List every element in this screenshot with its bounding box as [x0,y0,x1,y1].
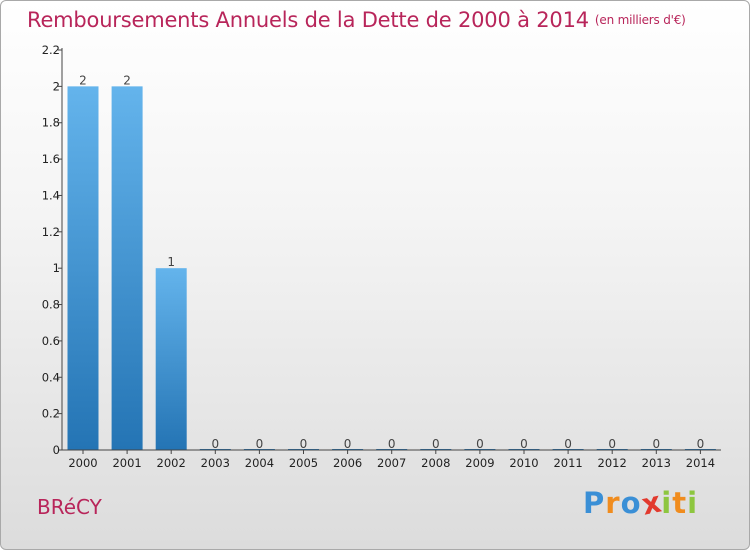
x-tick-label-2011: 2011 [553,456,582,470]
data-label-2005: 0 [300,437,308,451]
y-tick-label-4: 0.8 [42,298,60,312]
x-tick-label-2004: 2004 [245,456,274,470]
data-label-2007: 0 [388,437,396,451]
data-label-2010: 0 [520,437,528,451]
logo-letter-0: P [583,486,606,520]
data-label-2009: 0 [476,437,484,451]
y-tick-label-5: 1 [53,261,60,275]
y-tick-label-6: 1.2 [42,225,60,239]
x-tick-label-2013: 2013 [642,456,671,470]
axes-group [58,48,721,454]
commune-name: BRéCY [37,495,102,519]
unit-note: (en milliers d'€) [594,13,686,27]
data-label-2014: 0 [697,437,705,451]
logo-letter-1: r [605,486,621,520]
x-tick-label-2005: 2005 [289,456,318,470]
chart-title: Remboursements Annuels de la Dette de 20… [27,8,686,32]
data-label-2006: 0 [344,437,352,451]
x-tick-label-2009: 2009 [465,456,494,470]
data-label-2002: 1 [167,255,175,269]
x-tick-label-2003: 2003 [201,456,230,470]
data-label-2012: 0 [608,437,616,451]
y-tick-label-9: 1.8 [42,116,60,130]
bar-2000 [67,86,99,450]
data-label-2011: 0 [564,437,572,451]
y-tick-label-2: 0.4 [42,370,60,384]
data-label-2003: 0 [211,437,219,451]
bar-2001 [111,86,143,450]
x-tick-label-2008: 2008 [421,456,450,470]
data-label-2001: 2 [123,73,131,87]
x-tick-label-2007: 2007 [377,456,406,470]
y-tick-label-3: 0.6 [42,334,60,348]
x-tick-label-2012: 2012 [598,456,627,470]
data-label-2000: 2 [79,73,87,87]
data-label-2013: 0 [652,437,660,451]
y-tick-label-11: 2.2 [42,43,60,57]
logo-letter-5: t [672,486,688,520]
y-tick-label-7: 1.4 [42,188,60,202]
logo-letter-4: i [661,486,673,520]
logo-letter-6: i [687,486,699,520]
data-label-2008: 0 [432,437,440,451]
y-tick-label-1: 0.2 [42,407,60,421]
proxiti-logo: Proxiti [583,484,699,521]
x-tick-label-2001: 2001 [112,456,141,470]
x-tick-label-2006: 2006 [333,456,362,470]
logo-letter-2: o [620,486,642,520]
data-label-2004: 0 [256,437,264,451]
bar-2002 [155,268,187,450]
y-tick-label-10: 2 [53,79,60,93]
chart-title-text: Remboursements Annuels de la Dette de 20… [27,8,589,32]
labels-group: 2200022001120020200302004020050200602007… [42,43,715,470]
y-tick-label-0: 0 [53,443,60,457]
x-tick-label-2000: 2000 [68,456,97,470]
bars-group [67,86,716,450]
x-tick-label-2014: 2014 [686,456,715,470]
y-tick-label-8: 1.6 [42,152,60,166]
x-tick-label-2002: 2002 [157,456,186,470]
x-tick-label-2010: 2010 [509,456,538,470]
